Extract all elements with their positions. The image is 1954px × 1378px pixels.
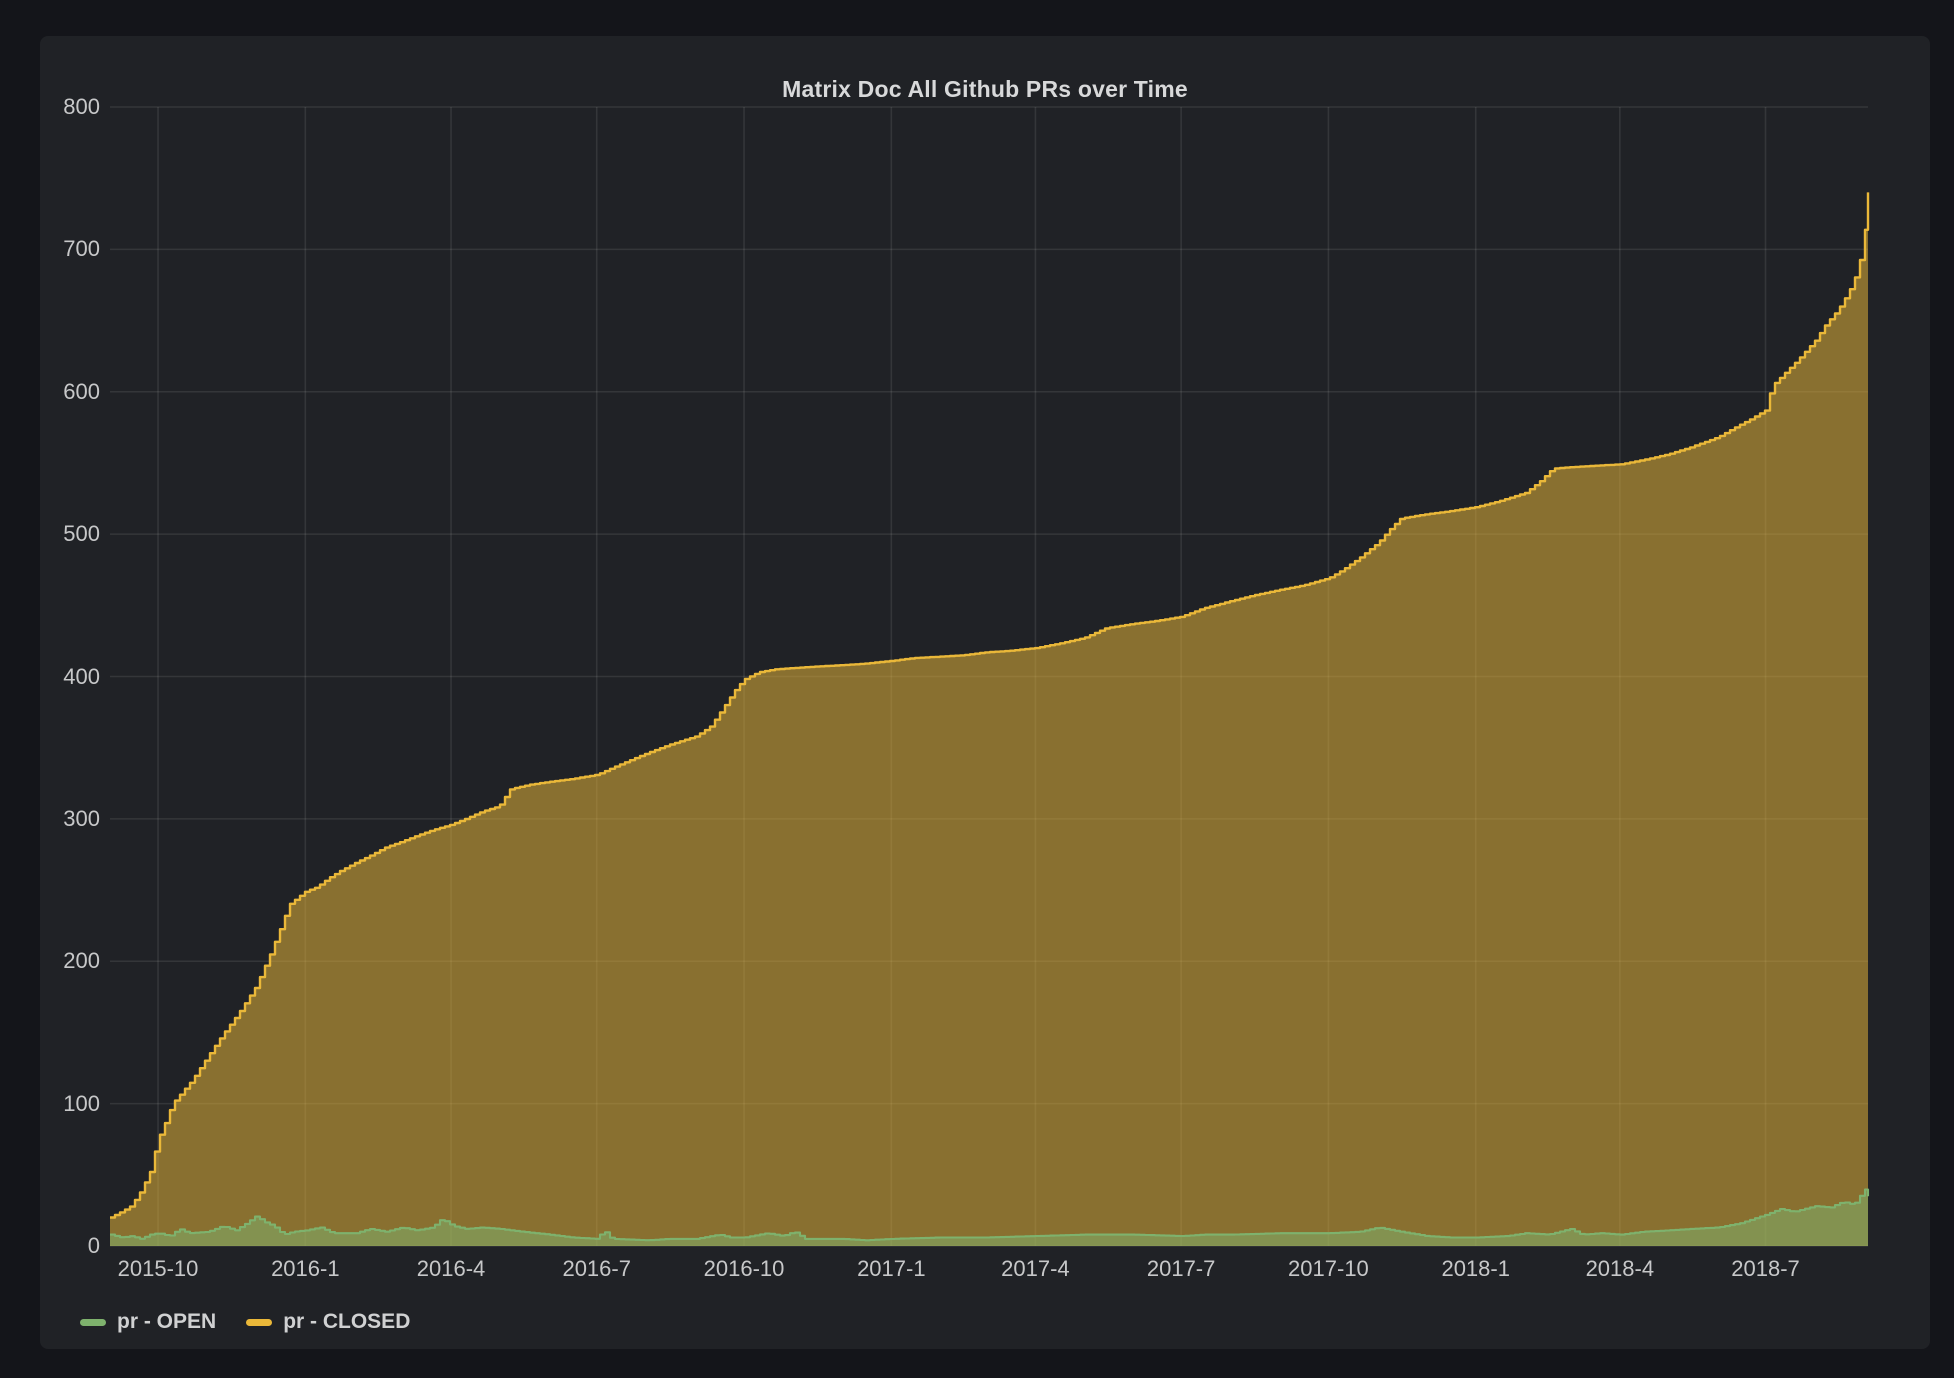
x-tick-label: 2017-1 [857, 1256, 926, 1281]
x-tick-label: 2017-10 [1288, 1256, 1369, 1281]
x-tick-label: 2018-1 [1441, 1256, 1510, 1281]
y-tick-label: 300 [63, 805, 100, 831]
series-area-pr---closed [110, 192, 1868, 1246]
series-line-pr---open [110, 1188, 1870, 1242]
legend-label-open: pr - OPEN [117, 1310, 217, 1333]
closed-series-swatch-icon [246, 1318, 273, 1326]
y-tick-label: 200 [63, 948, 100, 974]
y-tick-label: 800 [63, 94, 100, 119]
x-tick-label: 2015-10 [117, 1256, 199, 1281]
x-tick-label: 2017-4 [1001, 1256, 1070, 1281]
x-tick-label: 2018-7 [1731, 1256, 1800, 1281]
y-tick-label: 400 [63, 663, 100, 689]
legend-item-closed[interactable]: pr - CLOSED [246, 1310, 410, 1334]
x-tick-label: 2016-1 [271, 1256, 340, 1281]
series-area-pr---open [110, 1189, 1868, 1246]
x-tick-label: 2016-10 [703, 1256, 785, 1281]
open-series-swatch-icon [80, 1318, 106, 1326]
legend: pr - OPEN pr - CLOSED [80, 1310, 410, 1334]
legend-label-closed: pr - CLOSED [283, 1310, 411, 1333]
x-tick-label: 2017-7 [1146, 1256, 1216, 1281]
series-line-pr---closed [110, 192, 1870, 1219]
x-tick-label: 2018-4 [1585, 1256, 1655, 1281]
y-tick-label: 0 [87, 1233, 100, 1258]
legend-item-open[interactable]: pr - OPEN [80, 1310, 216, 1334]
x-tick-label: 2016-4 [416, 1256, 486, 1281]
y-tick-label: 700 [63, 236, 100, 262]
y-tick-label: 500 [63, 521, 100, 547]
y-tick-label: 100 [63, 1090, 100, 1116]
x-tick-label: 2016-7 [562, 1256, 631, 1281]
y-tick-label: 600 [63, 378, 100, 404]
panel-title[interactable]: Matrix Doc All Github PRs over Time [782, 76, 1188, 102]
